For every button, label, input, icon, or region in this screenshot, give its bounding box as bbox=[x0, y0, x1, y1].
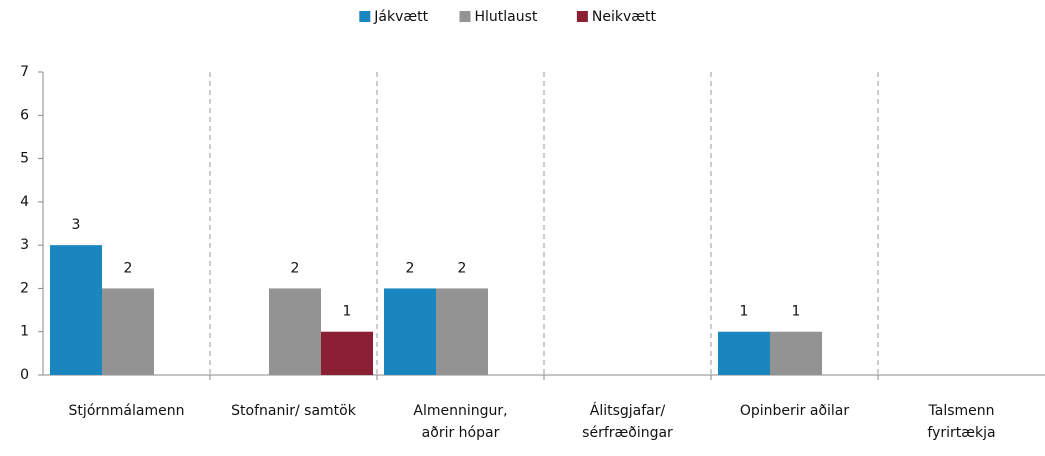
legend-label: Hlutlaust bbox=[475, 9, 538, 25]
data-label: 3 bbox=[72, 217, 81, 233]
x-tick-label: Talsmenn bbox=[928, 403, 995, 419]
y-tick-label: 2 bbox=[20, 280, 29, 296]
y-tick-label: 6 bbox=[20, 107, 29, 123]
bar bbox=[50, 245, 102, 375]
legend-label: Jákvætt bbox=[373, 9, 428, 25]
data-label: 1 bbox=[792, 304, 801, 320]
bar bbox=[718, 331, 770, 375]
x-tick-label: Stofnanir/ samtök bbox=[231, 403, 357, 419]
data-label: 2 bbox=[458, 260, 467, 276]
y-tick-label: 0 bbox=[20, 367, 29, 383]
bar bbox=[384, 288, 436, 375]
y-tick-label: 3 bbox=[20, 237, 29, 253]
y-tick-label: 7 bbox=[20, 64, 29, 80]
legend-label: Neikvætt bbox=[592, 9, 657, 25]
x-tick-label: Almenningur, bbox=[413, 403, 507, 419]
x-tick-label: Opinberir aðilar bbox=[740, 403, 850, 419]
legend-swatch bbox=[359, 11, 371, 22]
x-tick-label: fyrirtækja bbox=[927, 425, 995, 441]
y-tick-label: 5 bbox=[20, 151, 29, 167]
data-label: 1 bbox=[343, 304, 352, 320]
x-tick-label: aðrir hópar bbox=[422, 425, 500, 441]
data-label: 1 bbox=[740, 304, 749, 320]
x-tick-label: Álitsgjafar/ bbox=[590, 402, 666, 419]
data-label: 2 bbox=[406, 260, 415, 276]
bar bbox=[436, 288, 488, 375]
bar bbox=[269, 288, 321, 375]
legend-swatch bbox=[459, 11, 471, 22]
x-tick-label: sérfræðingar bbox=[582, 425, 673, 441]
y-tick-label: 1 bbox=[20, 324, 29, 340]
bar bbox=[321, 331, 373, 375]
data-label: 2 bbox=[124, 260, 133, 276]
data-label: 2 bbox=[291, 260, 300, 276]
bar bbox=[102, 288, 154, 375]
y-tick-label: 4 bbox=[20, 194, 29, 210]
x-tick-label: Stjórnmálamenn bbox=[69, 403, 185, 419]
bar bbox=[770, 331, 822, 375]
legend-swatch bbox=[576, 11, 588, 22]
